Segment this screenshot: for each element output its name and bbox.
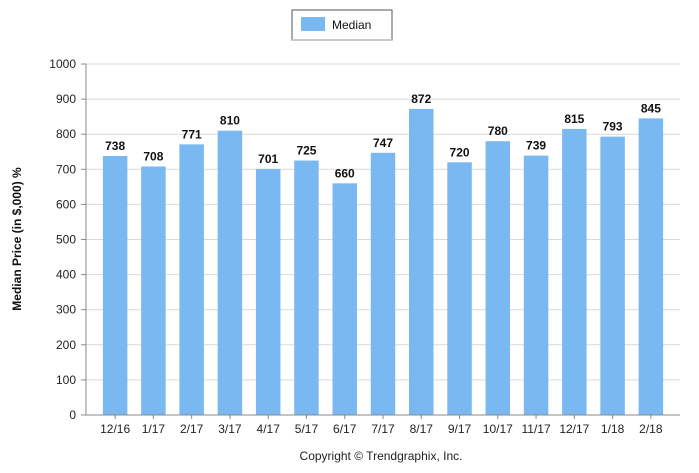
legend[interactable]: Median	[291, 9, 393, 41]
bar[interactable]	[332, 183, 357, 415]
bars	[102, 108, 664, 416]
data-label: 771	[182, 127, 202, 141]
x-tick-label: 5/17	[295, 422, 319, 436]
x-tick-label: 10/17	[483, 422, 513, 436]
x-tick-label: 12/17	[559, 422, 589, 436]
data-label: 720	[450, 145, 470, 159]
y-tick-label: 1000	[49, 57, 76, 71]
x-tick-label: 2/18	[639, 422, 663, 436]
data-label: 725	[296, 144, 316, 158]
data-label: 810	[220, 114, 240, 128]
bar[interactable]	[179, 144, 204, 415]
bar[interactable]	[523, 155, 549, 415]
y-tick-label: 700	[56, 162, 76, 176]
bar[interactable]	[638, 118, 664, 415]
y-tick-label: 300	[56, 303, 76, 317]
data-labels: 738 708 771 810 701 725 660 747 872 720 780 739 815 7…	[105, 92, 661, 180]
bar[interactable]	[409, 108, 434, 415]
data-label: 747	[373, 136, 393, 150]
y-tick-label: 0	[69, 408, 76, 422]
data-label: 708	[143, 149, 163, 163]
data-label: 780	[488, 124, 508, 138]
data-label: 793	[603, 120, 623, 134]
legend-label: Median	[332, 18, 371, 32]
data-label: 701	[258, 152, 278, 166]
y-tick-label: 400	[56, 268, 76, 282]
bar[interactable]	[255, 168, 281, 415]
x-tick-label: 4/17	[257, 422, 281, 436]
y-tick-label: 900	[56, 92, 76, 106]
bar[interactable]	[217, 130, 243, 415]
bar[interactable]	[447, 162, 472, 415]
x-tick-label: 3/17	[218, 422, 242, 436]
x-tick-label: 9/17	[448, 422, 472, 436]
x-tick-label: 6/17	[333, 422, 357, 436]
data-label: 739	[526, 139, 546, 153]
x-axis-ticks: 12/16 1/17 2/17 3/17 4/17 5/17 6/17 7/17 8/17 9/1…	[100, 415, 663, 436]
x-tick-label: 12/16	[100, 422, 130, 436]
y-tick-label: 100	[56, 373, 76, 387]
y-tick-label: 500	[56, 233, 76, 247]
bar[interactable]	[294, 160, 319, 415]
legend-shadow	[292, 39, 392, 41]
data-label: 660	[335, 166, 355, 180]
bar[interactable]	[141, 166, 166, 415]
y-tick-label: 200	[56, 338, 76, 352]
y-tick-label: 600	[56, 197, 76, 211]
copyright-text: Copyright © Trendgraphix, Inc.	[300, 449, 463, 463]
y-axis-title: Median Price (in $,000) %	[10, 167, 24, 311]
data-label: 845	[641, 101, 661, 115]
bar[interactable]	[102, 155, 128, 415]
x-tick-label: 1/17	[142, 422, 166, 436]
x-tick-label: 7/17	[371, 422, 395, 436]
bar[interactable]	[370, 152, 396, 416]
bar[interactable]	[600, 136, 625, 416]
x-tick-label: 1/18	[601, 422, 625, 436]
y-axis-ticks: 0 100 200 300 400 500 600 700 800 900 1000	[49, 57, 86, 422]
bar[interactable]	[562, 128, 587, 415]
bar[interactable]	[485, 141, 511, 415]
x-tick-label: 8/17	[410, 422, 434, 436]
data-label: 872	[411, 92, 431, 106]
x-tick-label: 2/17	[180, 422, 204, 436]
x-tick-label: 11/17	[521, 422, 550, 436]
data-label: 738	[105, 139, 125, 153]
legend-swatch	[301, 17, 325, 31]
y-tick-label: 800	[56, 127, 76, 141]
data-label: 815	[564, 112, 584, 126]
